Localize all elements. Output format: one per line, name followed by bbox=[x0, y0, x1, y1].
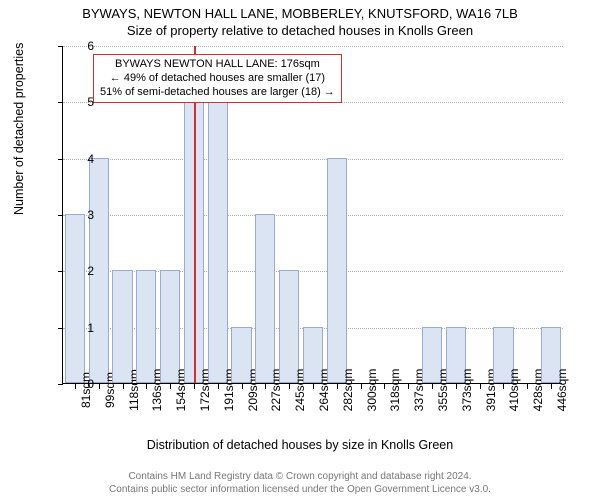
x-tick-mark bbox=[242, 384, 243, 389]
footer-line-1: Contains HM Land Registry data © Crown c… bbox=[0, 471, 600, 484]
grid-line bbox=[63, 215, 563, 216]
x-tick-mark bbox=[432, 384, 433, 389]
bar bbox=[279, 270, 299, 383]
x-tick-label: 282sqm bbox=[341, 369, 355, 412]
x-tick-mark bbox=[146, 384, 147, 389]
x-tick-mark bbox=[384, 384, 385, 389]
x-tick-label: 300sqm bbox=[365, 369, 379, 412]
x-tick-label: 410sqm bbox=[507, 369, 521, 412]
x-tick-mark bbox=[503, 384, 504, 389]
x-tick-mark bbox=[527, 384, 528, 389]
chart-area: 81sqm99sqm118sqm136sqm154sqm172sqm191sqm… bbox=[62, 46, 562, 384]
bar bbox=[327, 158, 347, 383]
info-line-2: ← 49% of detached houses are smaller (17… bbox=[100, 72, 335, 86]
bar bbox=[160, 270, 180, 383]
bar bbox=[136, 270, 156, 383]
x-tick-mark bbox=[408, 384, 409, 389]
x-tick-mark bbox=[99, 384, 100, 389]
y-axis-label: Number of detached properties bbox=[12, 43, 26, 215]
x-tick-label: 318sqm bbox=[388, 369, 402, 412]
title-block: BYWAYS, NEWTON HALL LANE, MOBBERLEY, KNU… bbox=[0, 0, 600, 38]
x-tick-mark bbox=[456, 384, 457, 389]
x-tick-mark bbox=[313, 384, 314, 389]
x-tick-mark bbox=[337, 384, 338, 389]
y-tick-label: 2 bbox=[44, 264, 94, 278]
bar bbox=[208, 101, 228, 383]
x-tick-mark bbox=[218, 384, 219, 389]
y-tick-label: 5 bbox=[44, 95, 94, 109]
title-sub: Size of property relative to detached ho… bbox=[0, 23, 600, 38]
info-line-3: 51% of semi-detached houses are larger (… bbox=[100, 86, 335, 100]
bar bbox=[112, 270, 132, 383]
y-tick-label: 1 bbox=[44, 321, 94, 335]
footer-line-2: Contains public sector information licen… bbox=[0, 484, 600, 497]
plot-region: 81sqm99sqm118sqm136sqm154sqm172sqm191sqm… bbox=[62, 46, 562, 384]
x-tick-mark bbox=[289, 384, 290, 389]
x-tick-label: 373sqm bbox=[460, 369, 474, 412]
y-tick-label: 0 bbox=[44, 377, 94, 391]
info-line-1: BYWAYS NEWTON HALL LANE: 176sqm bbox=[100, 58, 335, 72]
y-tick-label: 4 bbox=[44, 152, 94, 166]
x-tick-mark bbox=[480, 384, 481, 389]
x-tick-mark bbox=[265, 384, 266, 389]
title-main: BYWAYS, NEWTON HALL LANE, MOBBERLEY, KNU… bbox=[0, 6, 600, 21]
x-tick-mark bbox=[361, 384, 362, 389]
bar bbox=[255, 214, 275, 383]
info-box: BYWAYS NEWTON HALL LANE: 176sqm ← 49% of… bbox=[93, 54, 342, 103]
page-root: { "title": { "main": "BYWAYS, NEWTON HAL… bbox=[0, 0, 600, 500]
y-tick-label: 3 bbox=[44, 208, 94, 222]
x-tick-mark bbox=[170, 384, 171, 389]
x-tick-mark bbox=[551, 384, 552, 389]
grid-line bbox=[63, 46, 563, 47]
bar bbox=[65, 214, 85, 383]
y-tick-label: 6 bbox=[44, 39, 94, 53]
x-tick-mark bbox=[194, 384, 195, 389]
grid-line bbox=[63, 159, 563, 160]
footer: Contains HM Land Registry data © Crown c… bbox=[0, 471, 600, 496]
x-tick-mark bbox=[123, 384, 124, 389]
x-axis-label: Distribution of detached houses by size … bbox=[0, 438, 600, 452]
x-tick-label: 446sqm bbox=[555, 369, 569, 412]
